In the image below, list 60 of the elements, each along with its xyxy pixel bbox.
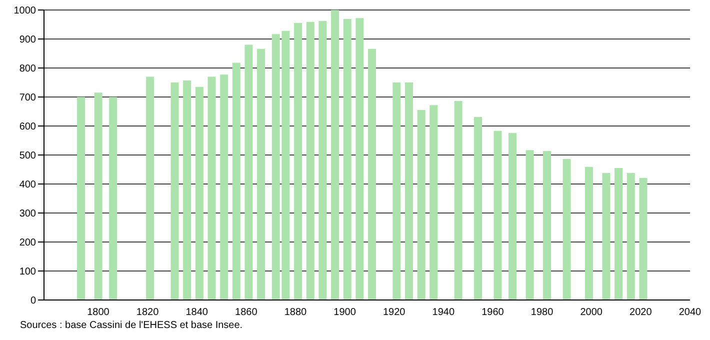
bar: [318, 21, 327, 300]
bar: [494, 130, 502, 300]
bar: [170, 82, 179, 300]
x-tick-label: 1800: [87, 307, 110, 318]
bar: [368, 48, 376, 300]
x-tick-label: 1960: [482, 307, 504, 318]
bar: [474, 117, 482, 300]
x-tick-label: 1900: [334, 307, 356, 318]
bar: [543, 150, 552, 300]
y-tick-label: 500: [19, 150, 36, 162]
y-tick-label: 100: [19, 266, 36, 278]
bar: [392, 82, 401, 300]
bar: [94, 92, 102, 300]
x-tick-label: 1920: [382, 307, 406, 318]
bar: [343, 18, 352, 300]
y-tick-label: 900: [19, 34, 36, 46]
y-tick-label: 700: [19, 92, 36, 104]
bar: [454, 101, 462, 300]
bar: [77, 97, 86, 300]
bar: [294, 23, 302, 300]
x-tick-label: 1880: [284, 307, 308, 318]
y-tick-label: 600: [19, 122, 36, 133]
bar: [404, 82, 413, 300]
x-tick-label: 1860: [235, 307, 258, 318]
y-tick-label: 400: [19, 180, 36, 191]
x-tick-label: 2040: [678, 307, 702, 318]
x-tick-label: 2000: [580, 307, 603, 318]
bar: [639, 178, 648, 300]
bar: [232, 62, 240, 300]
bar: [602, 172, 610, 300]
bar: [508, 132, 517, 300]
bar: [526, 150, 534, 300]
y-tick-label: 800: [19, 64, 36, 75]
bar: [220, 74, 228, 300]
y-tick-label: 1000: [14, 6, 36, 17]
x-tick-label: 1980: [530, 307, 554, 318]
x-tick-label: 2020: [630, 307, 652, 318]
bar: [208, 76, 216, 300]
bar: [614, 168, 623, 300]
bar: [626, 172, 635, 300]
bar: [257, 48, 266, 300]
bar: [331, 10, 340, 300]
y-tick-label: 200: [19, 238, 36, 249]
bar: [584, 166, 593, 300]
bar: [356, 18, 364, 300]
bar: [183, 80, 192, 300]
y-tick-label: 300: [19, 208, 36, 220]
bar: [417, 110, 426, 300]
x-tick-label: 1840: [186, 307, 208, 318]
bar: [109, 97, 118, 300]
x-tick-label: 1940: [432, 307, 455, 318]
bar: [562, 159, 571, 300]
y-tick-label: 0: [30, 296, 36, 307]
bar: [244, 44, 253, 300]
bar: [306, 22, 314, 300]
source-note: Sources : base Cassini de l'EHESS et base Insee.: [20, 320, 244, 331]
bar: [146, 76, 154, 300]
x-tick-label: 1820: [136, 307, 160, 318]
bar: [195, 86, 204, 300]
bar: [430, 105, 438, 300]
